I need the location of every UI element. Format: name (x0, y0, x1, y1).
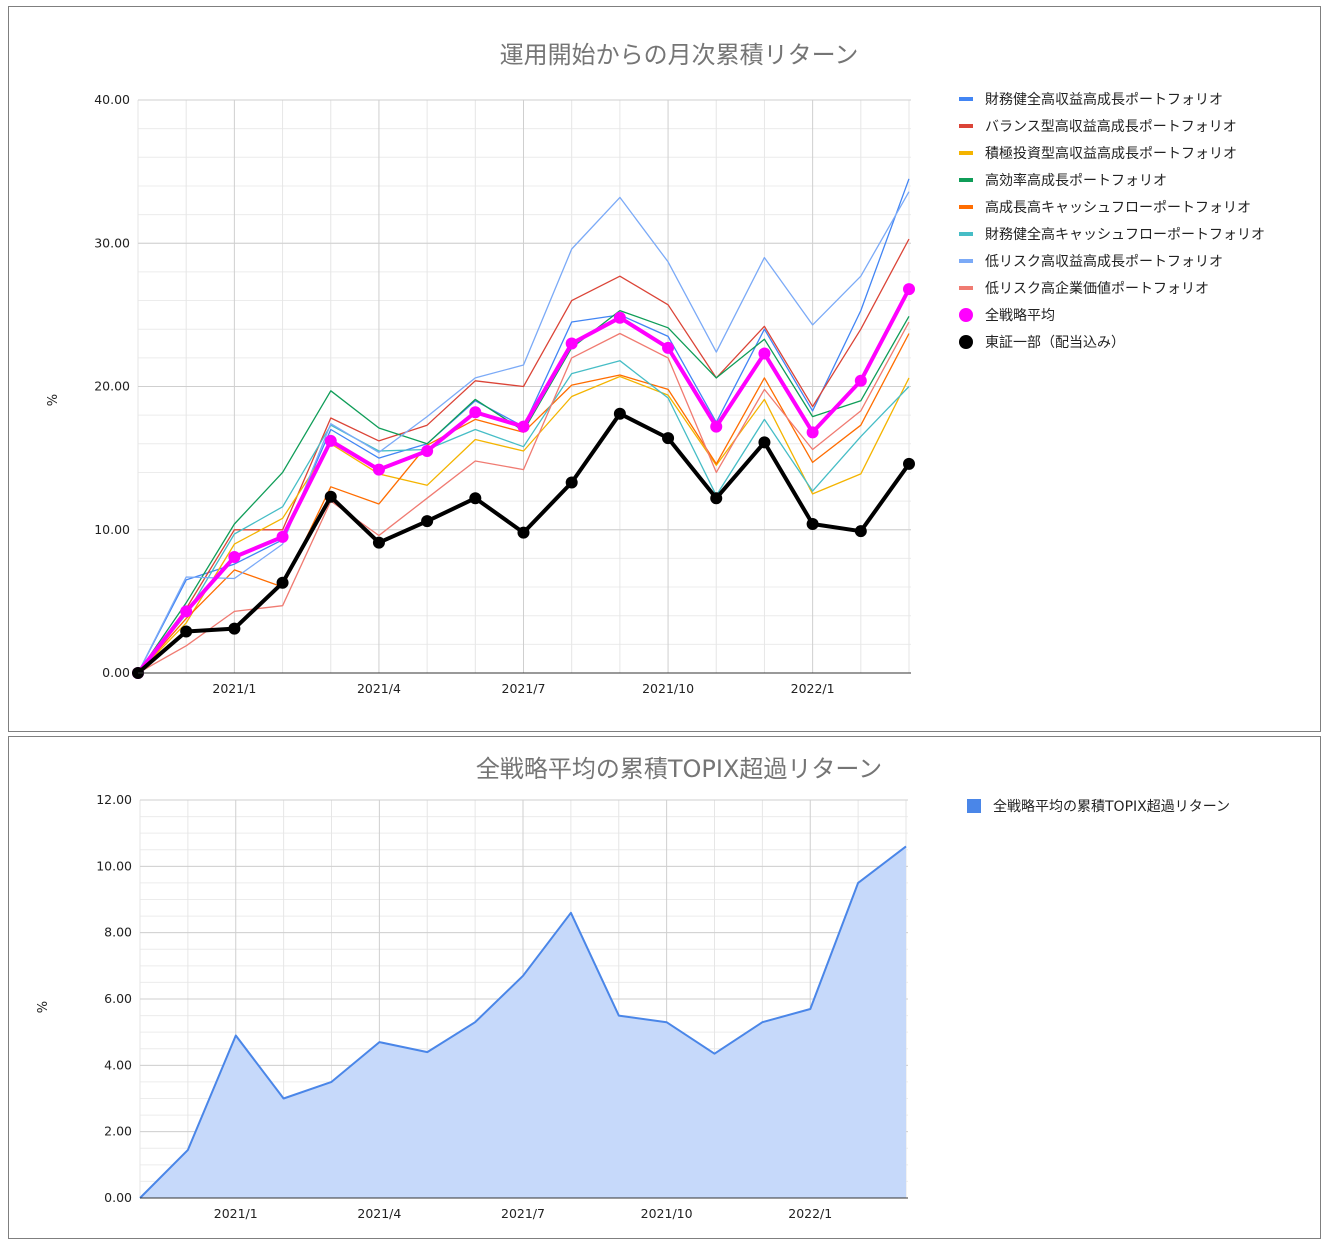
y-tick-label: 8.00 (104, 925, 132, 940)
series-line (137, 360, 910, 674)
series-marker (324, 434, 337, 447)
y-tick-label: 20.00 (94, 379, 130, 394)
legend-label: 低リスク高企業価値ポートフォリオ (985, 280, 1209, 297)
x-tick-label: 2021/1 (212, 681, 256, 696)
series-marker (421, 444, 434, 457)
y-tick-label: 2.00 (104, 1124, 132, 1139)
legend-label: 高成長高キャッシュフローポートフォリオ (985, 199, 1251, 216)
series-marker (324, 490, 337, 503)
series-marker (276, 530, 289, 543)
series-marker (421, 515, 434, 528)
series-line (139, 845, 907, 1199)
series-line (137, 191, 910, 674)
series-marker (469, 492, 482, 505)
legend-swatch (959, 151, 973, 155)
plot-area (132, 178, 915, 679)
grid (137, 99, 911, 674)
legend-swatch (959, 259, 973, 263)
legend-label: 東証一部（配当込み） (985, 335, 1125, 351)
legend-swatch (967, 799, 981, 813)
plot-area (139, 845, 907, 1199)
excess-return-chart-panel: 全戦略平均の累積TOPIX超過リターン % 0.00 2.00 4.00 6.00 8.… (8, 736, 1321, 1239)
series-marker (854, 374, 867, 387)
series-marker (517, 420, 530, 433)
cumulative-return-chart-panel: 運用開始からの月次累積リターン % 0.00 10.00 20.00 30.00 40.… (8, 6, 1321, 732)
series-marker (180, 605, 193, 618)
x-tick-label: 2021/10 (642, 681, 694, 696)
series-line (137, 321, 910, 674)
legend-label: 積極投資型高収益高成長ポートフォリオ (985, 145, 1237, 162)
series-marker (372, 536, 385, 549)
chart-title: 全戦略平均の累積TOPIX超過リターン (476, 755, 882, 783)
series-marker (180, 625, 193, 638)
legend-label: 全戦略平均の累積TOPIX超過リターン (993, 798, 1230, 815)
legend: 全戦略平均の累積TOPIX超過リターン (967, 798, 1230, 815)
legend-label: 全戦略平均 (985, 307, 1055, 324)
legend-swatch (959, 178, 973, 182)
x-tick-label: 2021/7 (502, 681, 546, 696)
legend-swatch (959, 97, 973, 101)
legend-label: 財務健全高収益高成長ポートフォリオ (985, 91, 1223, 108)
series-marker (372, 463, 385, 476)
x-tick-label: 2021/1 (214, 1206, 258, 1221)
series-marker (565, 476, 578, 489)
series-marker (662, 432, 675, 445)
axes: 0.00 10.00 20.00 30.00 40.00 2021/1 2021/4 2021… (94, 92, 911, 696)
series-marker (806, 518, 819, 531)
series-marker (903, 457, 915, 470)
legend-marker (959, 335, 973, 349)
y-axis-label: % (36, 1001, 51, 1013)
x-tick-label: 2021/10 (641, 1206, 693, 1221)
series-marker (662, 341, 675, 354)
series-marker (903, 283, 915, 296)
y-tick-label: 10.00 (94, 522, 130, 537)
axes: 0.00 2.00 4.00 6.00 8.00 10.00 12.00 2021/1 2021… (96, 792, 908, 1221)
series-marker (710, 492, 723, 505)
y-tick-label: 40.00 (94, 92, 130, 107)
x-tick-label: 2022/1 (791, 681, 835, 696)
y-tick-label: 4.00 (104, 1057, 132, 1072)
legend-swatch (959, 205, 973, 209)
legend-label: 低リスク高収益高成長ポートフォリオ (985, 253, 1223, 270)
series-line (137, 375, 910, 674)
y-tick-label: 30.00 (94, 235, 130, 250)
series-marker (613, 407, 626, 420)
x-tick-label: 2022/1 (788, 1206, 832, 1221)
series-marker (758, 436, 771, 449)
series-marker (228, 622, 241, 635)
series-marker (228, 550, 241, 563)
cumulative-return-chart: 運用開始からの月次累積リターン % 0.00 10.00 20.00 30.00 40.… (46, 41, 1265, 696)
y-tick-label: 0.00 (102, 665, 130, 680)
series-line (137, 238, 910, 674)
y-tick-label: 6.00 (104, 991, 132, 1006)
series-marker (517, 526, 530, 539)
legend-swatch (959, 232, 973, 236)
series-marker (613, 311, 626, 324)
y-tick-label: 0.00 (104, 1190, 132, 1205)
series-marker (565, 337, 578, 350)
legend: 財務健全高収益高成長ポートフォリオバランス型高収益高成長ポートフォリオ積極投資型… (959, 91, 1265, 351)
legend-marker (959, 308, 973, 322)
chart-title: 運用開始からの月次累積リターン (500, 41, 859, 69)
x-tick-label: 2021/7 (501, 1206, 545, 1221)
legend-label: バランス型高収益高成長ポートフォリオ (985, 118, 1237, 135)
legend-label: 財務健全高キャッシュフローポートフォリオ (985, 226, 1265, 243)
legend-swatch (959, 124, 973, 128)
legend-label: 高効率高成長ポートフォリオ (985, 172, 1167, 189)
series-marker (469, 406, 482, 419)
legend-swatch (959, 286, 973, 290)
x-tick-label: 2021/4 (357, 681, 401, 696)
x-tick-label: 2021/4 (357, 1206, 401, 1221)
series-marker (758, 347, 771, 360)
series-marker (854, 525, 867, 538)
y-axis-label: % (46, 394, 61, 406)
series-marker (710, 420, 723, 433)
series-marker (806, 426, 819, 439)
excess-return-chart: 全戦略平均の累積TOPIX超過リターン % 0.00 2.00 4.00 6.00 8.… (36, 755, 1230, 1221)
series-marker (276, 576, 289, 589)
y-tick-label: 10.00 (96, 858, 132, 873)
y-tick-label: 12.00 (96, 792, 132, 807)
series-area (140, 846, 906, 1198)
